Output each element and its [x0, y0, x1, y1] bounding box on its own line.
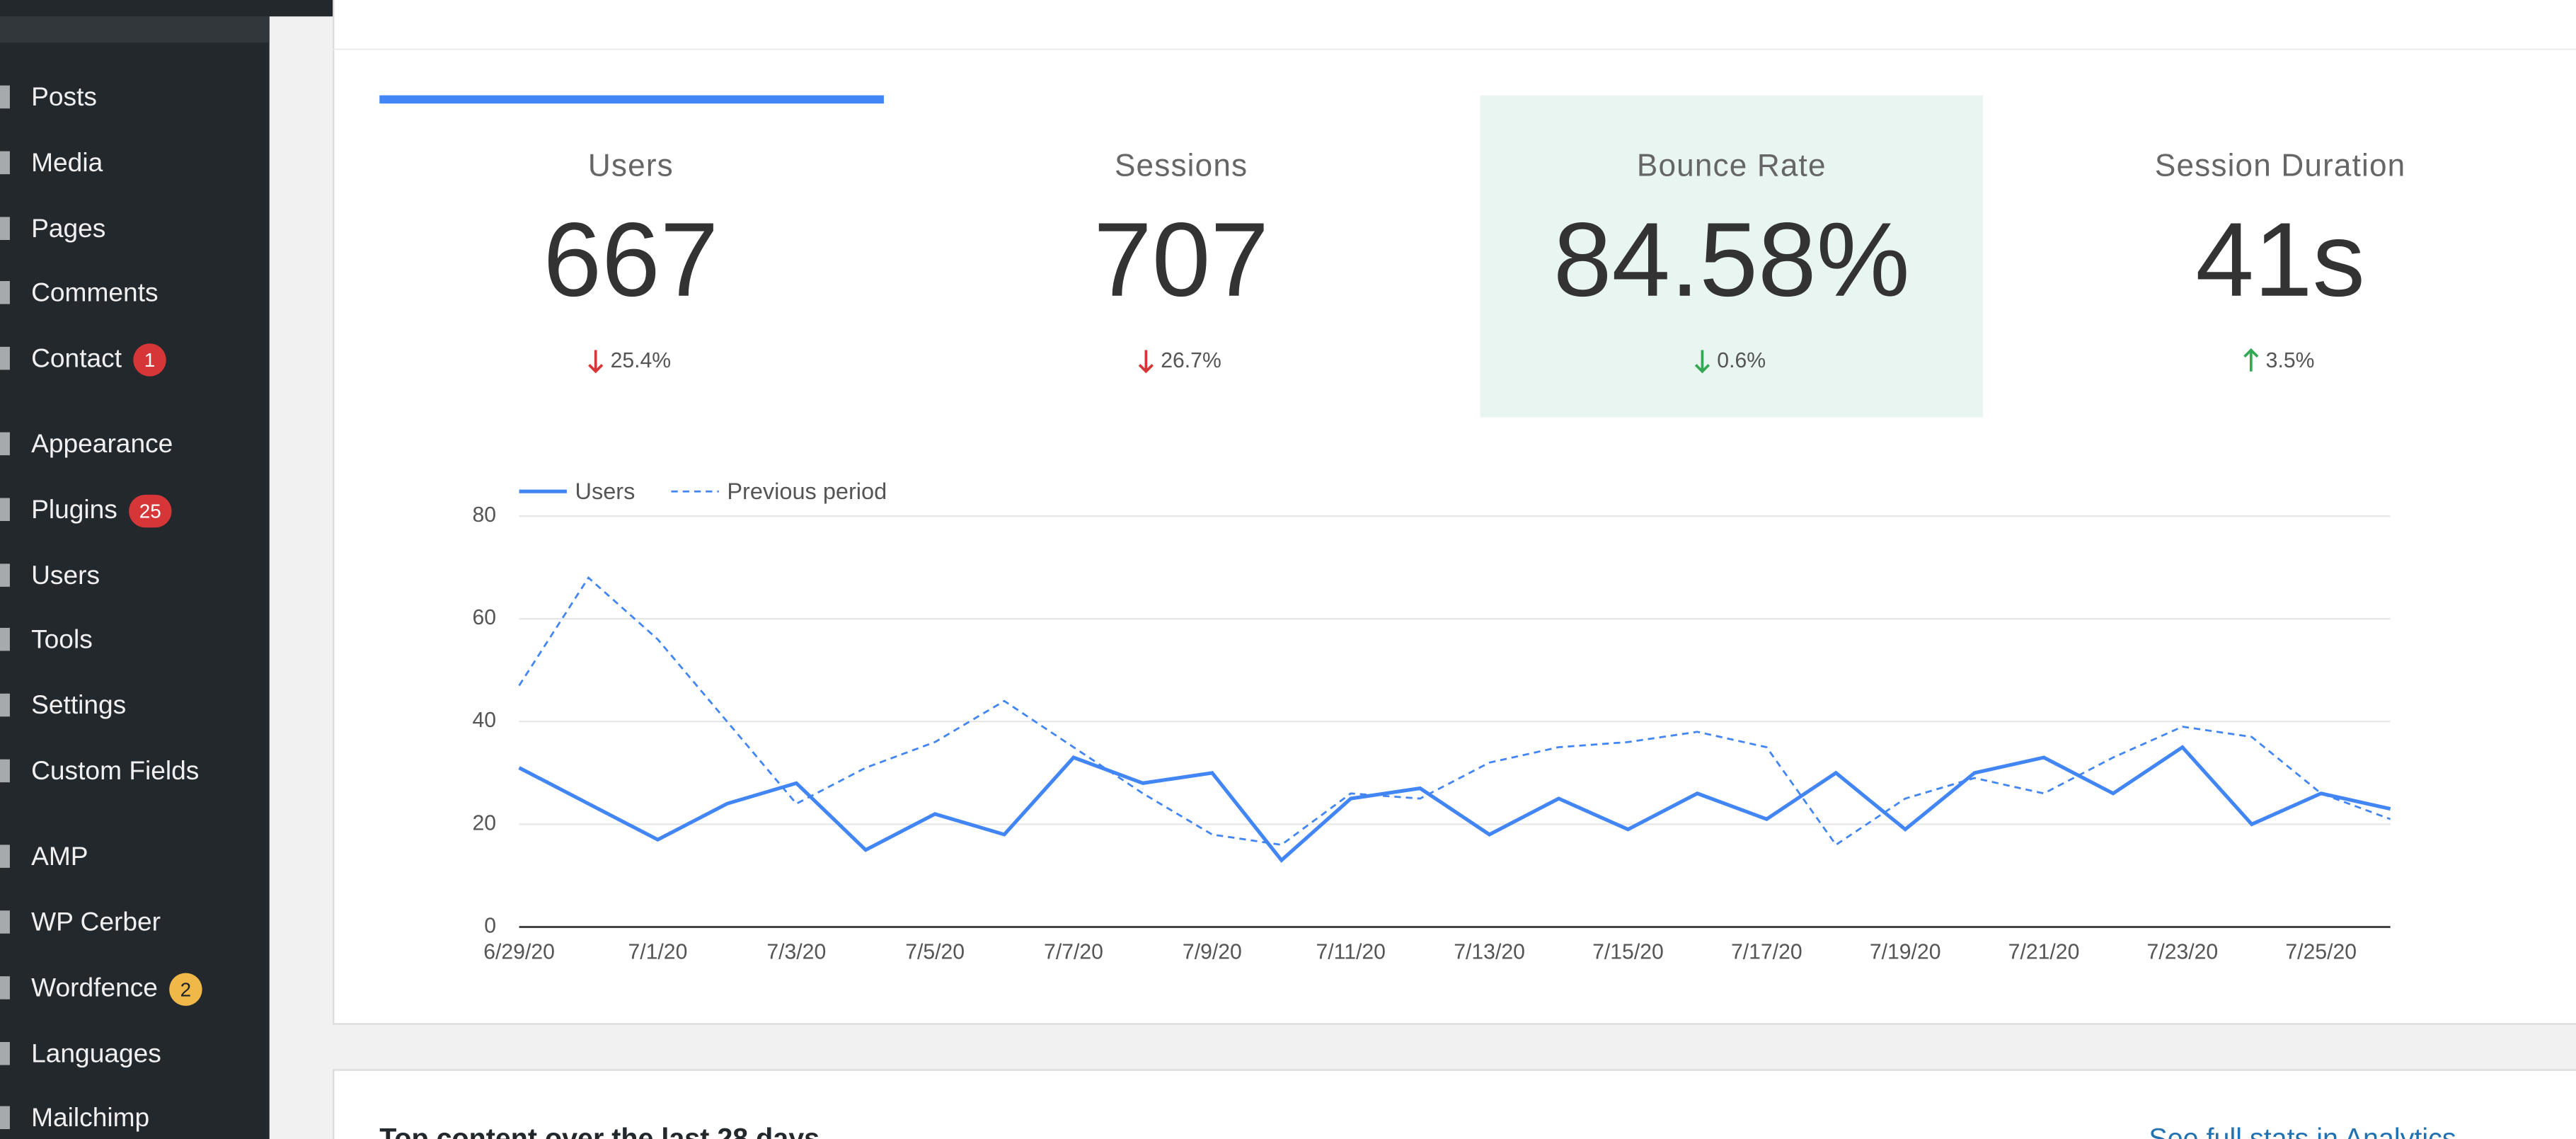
y-tick-label: 60: [473, 606, 497, 629]
x-tick-label: 7/13/20: [1454, 941, 1525, 964]
menu-icon: [0, 845, 10, 868]
stat-change: 3.5%: [2266, 349, 2315, 372]
menu-icon: [0, 693, 10, 717]
menu-item[interactable]: Mailchimp: [31, 1102, 149, 1132]
sidebar-header: [0, 16, 270, 43]
analytics-link[interactable]: See full stats in Analytics: [2149, 1123, 2456, 1139]
stat-value: 84.58%: [1553, 201, 1910, 319]
x-tick-label: 7/15/20: [1592, 941, 1664, 964]
menu: Posts Media Pages Comments Contact 1 Appearanc…: [0, 81, 202, 1132]
menu-item[interactable]: Pages: [31, 213, 105, 243]
x-tick-label: 7/17/20: [1731, 941, 1802, 964]
badge: [129, 494, 172, 528]
menu-icon: [0, 910, 10, 934]
x-tick-label: 7/3/20: [766, 941, 826, 964]
menu-icon: [0, 217, 10, 240]
stat-label[interactable]: Session Duration: [2155, 148, 2405, 183]
badge-count: 25: [139, 500, 161, 522]
menu-item[interactable]: Contact: [31, 343, 122, 372]
y-tick-label: 0: [484, 914, 496, 937]
x-tick-label: 7/25/20: [2285, 941, 2357, 964]
menu-item[interactable]: Tools: [31, 624, 93, 653]
y-tick-label: 80: [473, 503, 497, 527]
menu-item[interactable]: Users: [31, 560, 100, 590]
stat-label[interactable]: Sessions: [1115, 148, 1248, 183]
menu-icon: [0, 1042, 10, 1065]
stat-change: 25.4%: [611, 349, 672, 372]
change-arrow: [588, 350, 604, 374]
menu-icon: [0, 281, 10, 304]
x-tick-label: 7/9/20: [1183, 941, 1242, 964]
menu-item[interactable]: AMP: [31, 841, 88, 871]
y-tick-label: 20: [473, 811, 497, 835]
y-tick-label: 40: [473, 709, 497, 732]
menu-icon: [0, 151, 10, 175]
badge: [169, 973, 202, 1006]
stat-highlight: [1480, 95, 1983, 418]
sidebar: [0, 0, 270, 1139]
change-arrow: [1138, 350, 1154, 374]
badge-count: 2: [180, 978, 191, 1000]
menu-icon: [0, 85, 10, 109]
legend-label[interactable]: Users: [575, 479, 636, 504]
analytics-card: [333, 0, 2576, 1025]
menu-icon: [0, 1106, 10, 1130]
menu-item[interactable]: Media: [31, 147, 103, 177]
stat-value: 707: [1093, 201, 1269, 319]
x-tick-label: 7/7/20: [1044, 941, 1103, 964]
stat-value: 41s: [2195, 201, 2365, 319]
legend-label[interactable]: Previous period: [727, 479, 887, 504]
content-card: [333, 1069, 2576, 1139]
menu-item[interactable]: Custom Fields: [31, 755, 199, 785]
badge-count: 1: [144, 349, 155, 371]
x-tick-label: 7/23/20: [2147, 941, 2219, 964]
stat-label[interactable]: Bounce Rate: [1637, 148, 1827, 183]
menu-item[interactable]: Languages: [31, 1038, 161, 1068]
menu-icon: [0, 346, 10, 370]
stat-change: 26.7%: [1161, 349, 1221, 372]
stat-value: 667: [543, 201, 718, 319]
x-tick-label: 7/11/20: [1316, 941, 1386, 964]
menu-item[interactable]: Plugins: [31, 494, 117, 524]
menu-icon: [0, 563, 10, 587]
menu-item[interactable]: Wordfence: [31, 973, 158, 1002]
menu-item[interactable]: Posts: [31, 81, 97, 111]
badge: [133, 343, 166, 377]
series-line: [518, 576, 2391, 847]
chart: 0 20 40 60 80 6/29/20 7/1/20 7/3/20 7/5/20 7/7/20…: [473, 479, 2391, 964]
x-tick-label: 7/19/20: [1870, 941, 1941, 964]
change-arrow: [2243, 348, 2259, 372]
menu-icon: [0, 759, 10, 783]
menu-item[interactable]: WP Cerber: [31, 907, 161, 937]
menu-icon: [0, 498, 10, 522]
x-tick-label: 6/29/20: [483, 941, 555, 964]
menu-item[interactable]: Appearance: [31, 428, 173, 458]
menu-item[interactable]: Settings: [31, 689, 126, 719]
x-tick-label: 7/21/20: [2008, 941, 2080, 964]
stats: Users 667 25.4% Sessions 707 26.7% Bounce Rate…: [543, 95, 2405, 418]
menu-item[interactable]: Comments: [31, 277, 158, 307]
change-arrow: [1694, 350, 1710, 374]
active-tab-bar: [379, 95, 884, 104]
menu-icon: [0, 432, 10, 456]
menu-icon: [0, 976, 10, 1000]
x-tick-label: 7/1/20: [628, 941, 687, 964]
menu-icon: [0, 627, 10, 651]
stat-change: 0.6%: [1717, 349, 1766, 372]
section-title: Top content over the last 28 days: [379, 1123, 820, 1139]
stat-label[interactable]: Users: [588, 148, 674, 183]
x-tick-label: 7/5/20: [905, 941, 965, 964]
